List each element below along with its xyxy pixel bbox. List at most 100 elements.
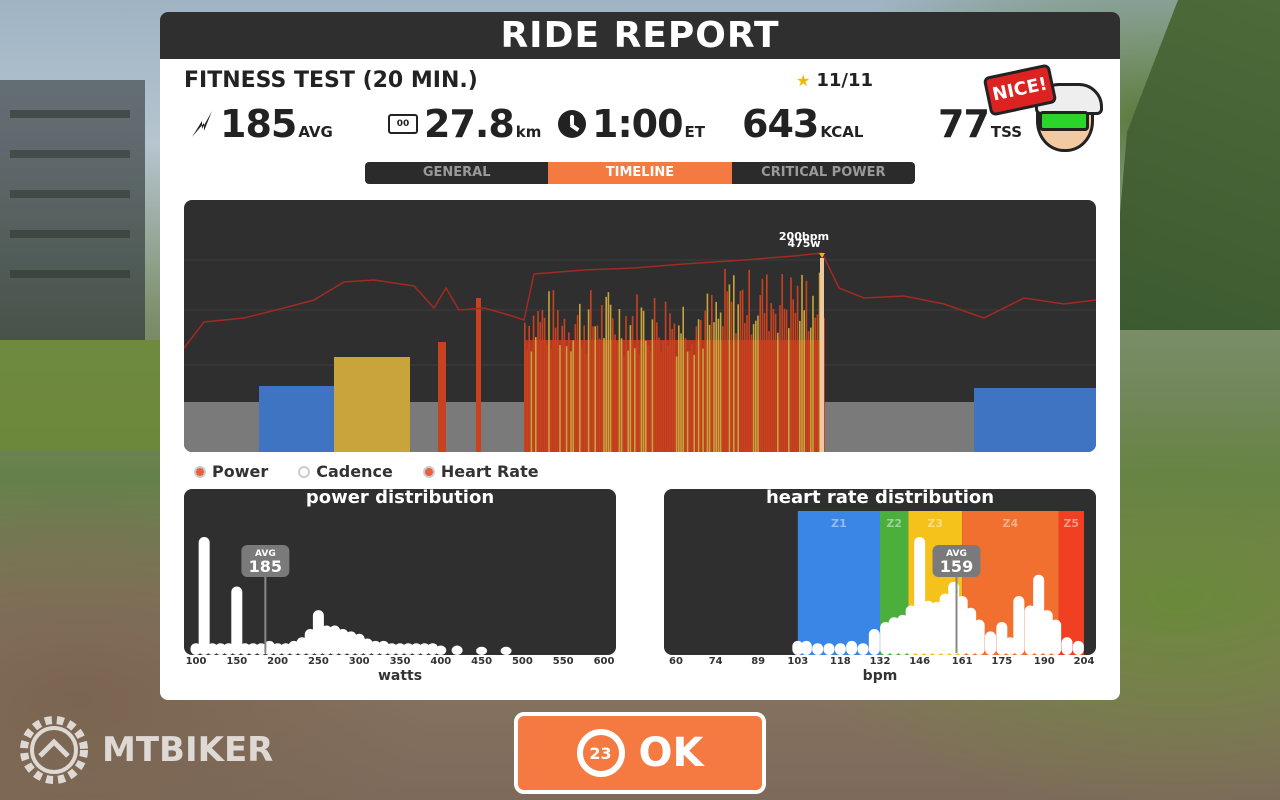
- power-block-0: [184, 402, 259, 452]
- distribution-bar: [812, 643, 824, 655]
- power-sample: [717, 318, 720, 452]
- stat-power: 185 AVG: [190, 102, 333, 146]
- gear-icon: [20, 716, 88, 784]
- power-sample: [803, 310, 805, 452]
- distribution-bar: [247, 643, 259, 655]
- distribution-bar: [792, 640, 804, 655]
- power-sample: [598, 338, 601, 452]
- avg-marker-label: AVG: [255, 549, 276, 559]
- legend-hr-label: Heart Rate: [440, 462, 539, 481]
- power-sample: [583, 325, 585, 452]
- avg-marker-label: AVG: [946, 549, 967, 559]
- power-sample: [618, 309, 621, 452]
- power-sample: [590, 290, 592, 452]
- power-sample: [603, 338, 605, 452]
- power-sample: [777, 332, 779, 452]
- power-peak: [820, 258, 824, 452]
- hr-zone-label-z5: Z5: [1063, 517, 1079, 530]
- countdown-timer-icon: 23: [576, 729, 625, 777]
- power-sample: [673, 323, 676, 452]
- power-sample: [651, 319, 654, 452]
- distribution-bar: [451, 645, 463, 655]
- power-sample: [708, 324, 711, 452]
- power-sample: [550, 348, 552, 452]
- power-sample: [790, 277, 792, 452]
- distribution-bar: [1072, 640, 1084, 655]
- distribution-bar: [1033, 574, 1045, 655]
- background-grass: [0, 340, 160, 450]
- x-tick-label: 300: [348, 656, 370, 667]
- distribution-bar: [500, 646, 512, 655]
- power-sample: [647, 345, 649, 452]
- power-sample: [759, 295, 761, 452]
- x-tick-label: 250: [307, 656, 329, 667]
- power-sample: [616, 341, 618, 452]
- power-sample: [605, 296, 607, 452]
- power-sample: [565, 346, 568, 452]
- distribution-bar: [386, 643, 398, 655]
- power-sample: [636, 294, 638, 452]
- power-sample: [733, 275, 735, 452]
- power-sample: [788, 328, 790, 452]
- tab-critical-power[interactable]: CRITICAL POWER: [731, 162, 915, 184]
- distribution-bar: [206, 643, 218, 655]
- power-sample: [579, 303, 581, 452]
- tab-timeline[interactable]: TIMELINE: [548, 162, 732, 184]
- power-sample: [818, 272, 821, 452]
- power-sample: [766, 274, 768, 452]
- power-spike-b: [476, 298, 481, 452]
- power-spike-a: [438, 342, 446, 452]
- power-sample: [794, 312, 797, 452]
- power-sample: [587, 309, 590, 452]
- power-block-4: [824, 402, 974, 452]
- power-sample: [541, 310, 544, 452]
- power-sample: [689, 351, 691, 452]
- legend-power[interactable]: Power: [194, 462, 268, 481]
- distribution-bar: [1061, 637, 1073, 655]
- distribution-bar: [1013, 596, 1025, 655]
- legend-cadence-dot: [298, 465, 311, 478]
- power-sample: [792, 299, 794, 452]
- stat-calories: 643 KCAL: [742, 102, 863, 146]
- power-sample: [722, 326, 724, 452]
- distribution-bar: [427, 643, 439, 655]
- power-sample: [812, 295, 814, 452]
- x-tick-label: 118: [829, 656, 851, 667]
- power-sample: [741, 289, 744, 452]
- distribution-bar: [823, 643, 835, 655]
- distribution-bar: [905, 605, 917, 655]
- power-sample: [530, 351, 533, 452]
- power-sample: [653, 298, 656, 452]
- power-sample: [704, 310, 706, 452]
- time-value: 1:00: [592, 102, 684, 146]
- power-sample: [816, 314, 819, 452]
- legend-cadence[interactable]: Cadence: [298, 462, 393, 481]
- hr-distribution-chart: Z1 Z2 Z3 Z4 Z5 AVG 159 heart rate distribution: [664, 489, 1096, 655]
- power-block-5: [974, 388, 1096, 452]
- power-sample: [728, 284, 731, 452]
- power-sample: [526, 348, 528, 452]
- power-sample: [607, 292, 610, 452]
- power-sample: [563, 318, 566, 452]
- tab-general[interactable]: GENERAL: [365, 162, 549, 184]
- power-value: 185: [220, 102, 297, 146]
- hr-zone-label-z1: Z1: [831, 517, 847, 530]
- background-mountain: [1110, 0, 1280, 330]
- x-tick-label: 500: [511, 656, 533, 667]
- legend-heart-rate[interactable]: Heart Rate: [422, 462, 539, 481]
- power-sample: [801, 274, 803, 452]
- power-sample: [730, 301, 733, 452]
- hr-x-label: bpm: [862, 668, 898, 684]
- power-sample: [546, 344, 548, 452]
- bolt-icon: [192, 111, 212, 137]
- power-sample: [737, 304, 739, 452]
- power-sample: [805, 280, 808, 452]
- power-sample: [535, 337, 537, 452]
- ok-button-label: OK: [638, 730, 704, 776]
- ok-button[interactable]: 23 OK: [514, 712, 766, 794]
- power-sample: [719, 312, 722, 452]
- power-sample: [752, 324, 755, 452]
- x-tick-label: 161: [951, 656, 973, 667]
- power-sample: [614, 334, 616, 452]
- power-sample: [669, 313, 671, 452]
